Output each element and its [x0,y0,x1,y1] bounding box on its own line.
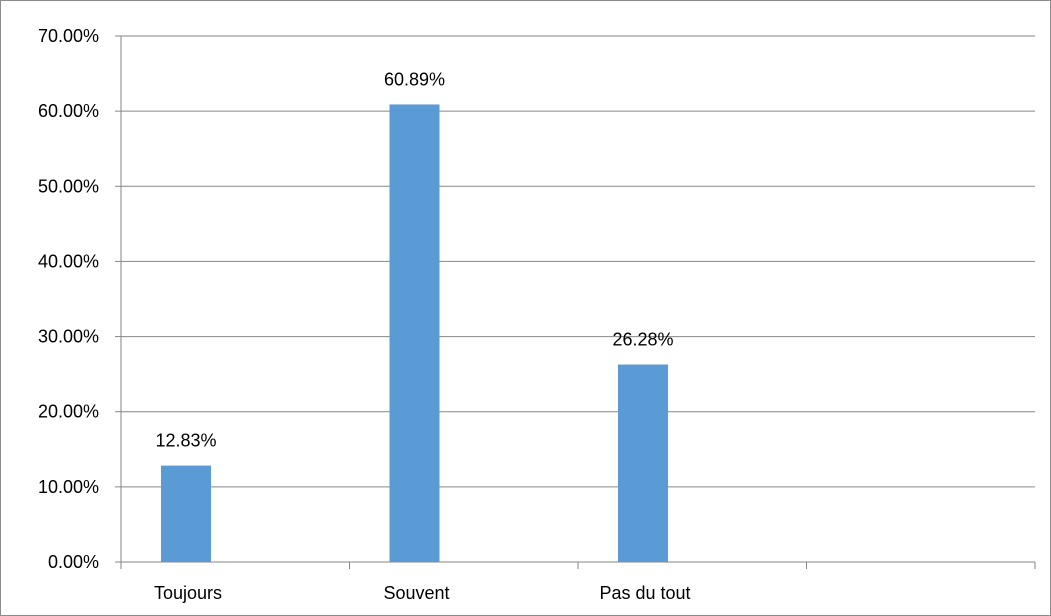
x-tick-label: Souvent [383,583,449,603]
y-tick-label: 60.00% [38,101,99,121]
bar [389,104,440,562]
y-tick-labels: 0.00% 10.00% 20.00% 30.00% 40.00% 50.00% 60.00… [38,26,99,572]
bar [161,465,211,562]
bar [618,364,668,562]
gridlines [121,35,1035,488]
axes [115,35,1036,569]
x-tick-labels: Toujours Souvent Pas du tout [154,583,691,603]
x-tick-label: Toujours [154,583,222,603]
data-labels: 12.83% 60.89% 26.28% [155,69,673,450]
y-tick-label: 0.00% [48,552,99,572]
bars [161,104,668,562]
y-tick-label: 70.00% [38,26,99,46]
data-label: 60.89% [384,69,445,89]
x-tick-label: Pas du tout [599,583,690,603]
y-tick-label: 20.00% [38,402,99,422]
y-tick-label: 10.00% [38,477,99,497]
y-tick-label: 30.00% [38,327,99,347]
data-label: 26.28% [612,330,673,350]
data-label: 12.83% [155,431,216,451]
y-tick-label: 50.00% [38,176,99,196]
y-tick-label: 40.00% [38,251,99,271]
